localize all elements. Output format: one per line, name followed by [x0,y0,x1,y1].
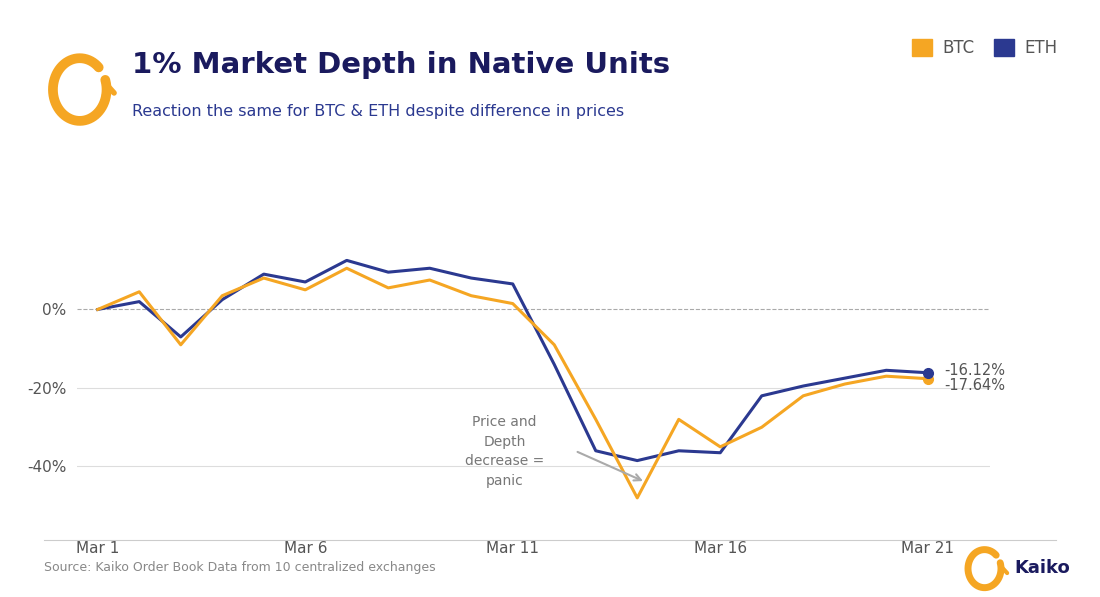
Text: 1% Market Depth in Native Units: 1% Market Depth in Native Units [132,51,670,79]
Text: Kaiko: Kaiko [1014,559,1070,577]
Text: Price and
Depth
decrease =
panic: Price and Depth decrease = panic [465,416,544,488]
Text: Source: Kaiko Order Book Data from 10 centralized exchanges: Source: Kaiko Order Book Data from 10 ce… [44,561,436,574]
Text: -16.12%: -16.12% [944,364,1005,378]
Polygon shape [68,70,91,108]
Polygon shape [978,557,991,580]
Text: -17.64%: -17.64% [944,378,1005,393]
Legend: BTC, ETH: BTC, ETH [905,32,1064,64]
Text: Reaction the same for BTC & ETH despite difference in prices: Reaction the same for BTC & ETH despite … [132,104,624,119]
